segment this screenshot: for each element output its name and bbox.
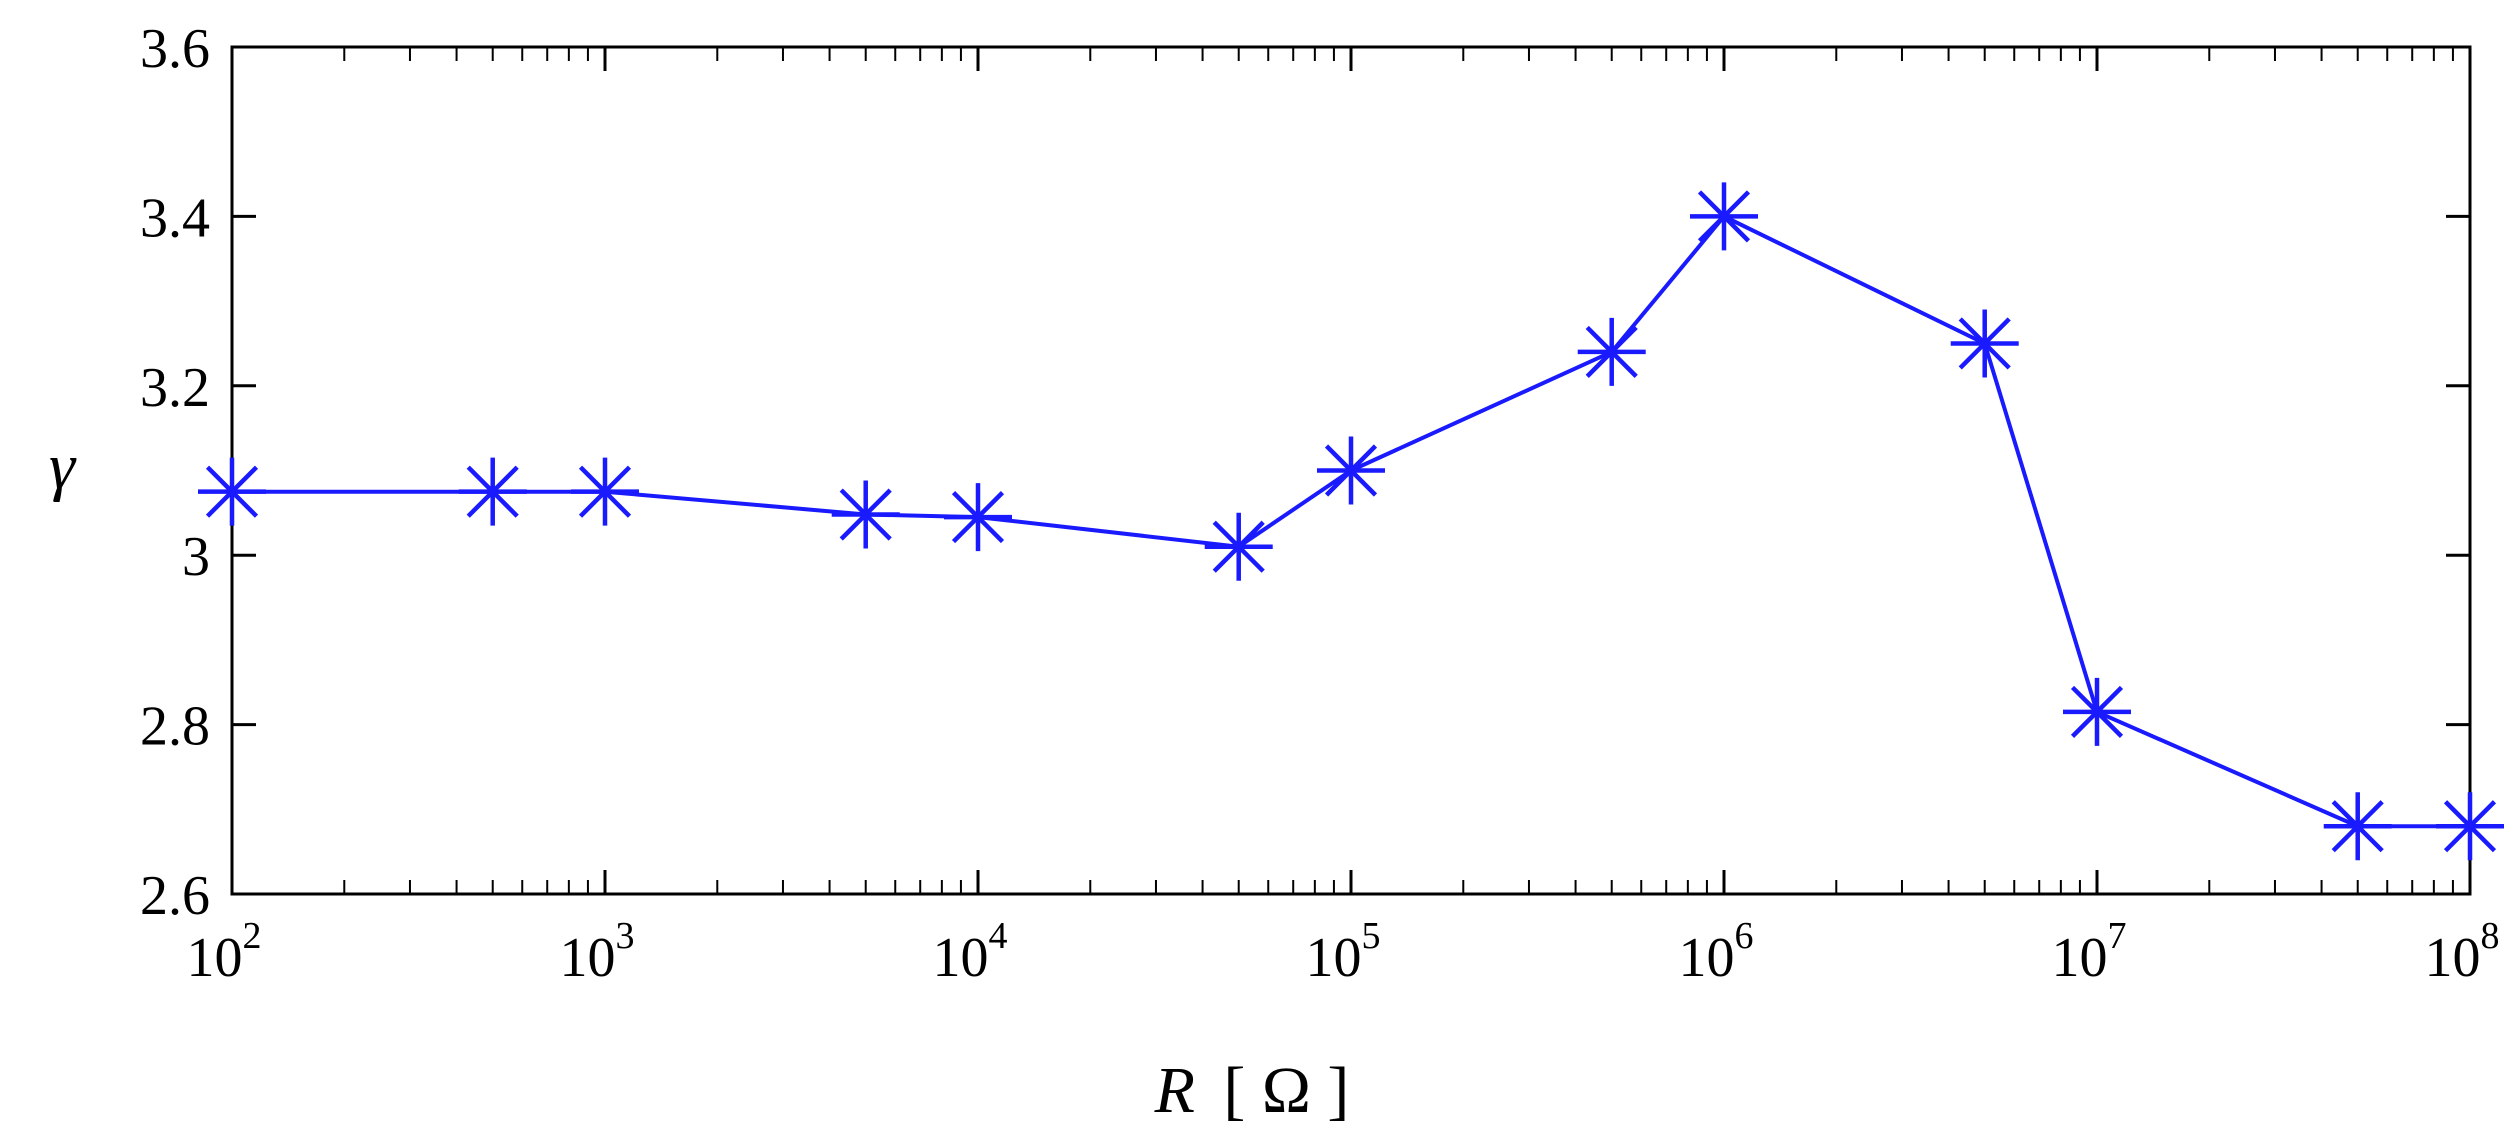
x-axis-label: R [ Ω ] xyxy=(1154,1054,1350,1127)
minor-ticks xyxy=(343,47,2454,894)
y-tick-label: 3.6 xyxy=(140,18,210,80)
x-tick-label-exponent: 6 xyxy=(1735,915,1754,957)
x-tick-label-exponent: 7 xyxy=(2108,915,2127,957)
x-tick-label-exponent: 8 xyxy=(2481,915,2500,957)
x-axis-label-var: R xyxy=(1154,1054,1195,1127)
x-tick-label: 103 xyxy=(560,915,635,989)
x-tick-label-base: 10 xyxy=(2052,927,2108,989)
y-axis-label: γ xyxy=(49,430,77,503)
x-tick-label-exponent: 5 xyxy=(1362,915,1381,957)
data-point-marker xyxy=(458,457,527,526)
x-tick-label-exponent: 3 xyxy=(616,915,635,957)
data-point-marker xyxy=(831,480,900,549)
x-tick-labels: 102 103 104 105 106 107 108 xyxy=(187,915,2500,989)
data-point-marker xyxy=(944,483,1012,552)
x-tick-label-base: 10 xyxy=(1679,927,1735,989)
major-ticks xyxy=(230,45,2472,896)
y-tick-labels: 2.6 2.8 3 3.2 3.4 3.6 xyxy=(140,18,210,927)
x-tick-label-base: 10 xyxy=(187,927,243,989)
x-tick-label: 104 xyxy=(933,915,1008,989)
data-point-marker xyxy=(2323,792,2392,861)
data-point-marker xyxy=(1204,512,1273,581)
data-point-marker xyxy=(198,457,266,526)
data-point-marker xyxy=(571,457,639,526)
x-tick-label-base: 10 xyxy=(2425,927,2481,989)
data-point-marker xyxy=(2436,792,2504,861)
data-point-marker xyxy=(1950,309,2019,378)
y-tick-label: 3.2 xyxy=(140,357,210,419)
x-tick-label: 102 xyxy=(187,915,262,989)
x-tick-label-exponent: 2 xyxy=(243,915,262,957)
y-tick-label: 2.8 xyxy=(140,696,210,758)
x-axis-label-unit: [ Ω ] xyxy=(1223,1054,1349,1127)
x-tick-label: 106 xyxy=(1679,915,1754,989)
y-tick-label: 3.4 xyxy=(140,187,210,249)
data-point-marker xyxy=(1317,436,1385,505)
data-point-marker xyxy=(1690,182,1758,251)
y-tick-label: 3 xyxy=(182,526,210,588)
x-tick-label-exponent: 4 xyxy=(989,915,1008,957)
y-tick-label: 2.6 xyxy=(140,865,210,927)
x-tick-label-base: 10 xyxy=(933,927,989,989)
data-point-marker xyxy=(1577,317,1646,386)
data-point-marker xyxy=(2063,677,2131,746)
x-tick-label: 105 xyxy=(1306,915,1381,989)
x-tick-label-base: 10 xyxy=(560,927,616,989)
x-tick-label-base: 10 xyxy=(1306,927,1362,989)
x-tick-label: 108 xyxy=(2425,915,2500,989)
x-tick-label: 107 xyxy=(2052,915,2127,989)
data-markers xyxy=(198,182,2504,861)
